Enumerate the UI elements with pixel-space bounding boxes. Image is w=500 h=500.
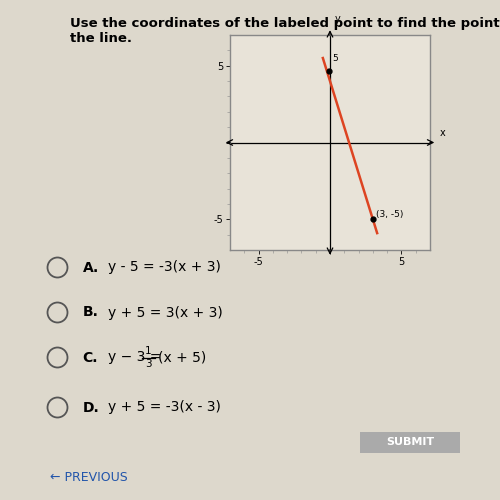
Text: y: y — [334, 14, 340, 24]
Text: 5: 5 — [332, 54, 338, 62]
Text: (3, -5): (3, -5) — [376, 210, 403, 219]
Text: 3: 3 — [145, 359, 152, 369]
Text: x: x — [440, 128, 446, 138]
Text: y + 5 = -3(x - 3): y + 5 = -3(x - 3) — [108, 400, 220, 414]
Text: C.: C. — [82, 350, 98, 364]
Text: A.: A. — [82, 260, 99, 274]
Text: ← PREVIOUS: ← PREVIOUS — [50, 471, 128, 484]
Text: B.: B. — [82, 306, 98, 320]
Text: the line.: the line. — [70, 32, 132, 46]
Text: SUBMIT: SUBMIT — [386, 437, 434, 447]
Text: y - 5 = -3(x + 3): y - 5 = -3(x + 3) — [108, 260, 220, 274]
Text: 1: 1 — [145, 346, 152, 356]
Text: y + 5 = 3(x + 3): y + 5 = 3(x + 3) — [108, 306, 222, 320]
Text: y − 3 =: y − 3 = — [108, 350, 165, 364]
Text: D.: D. — [82, 400, 99, 414]
Text: (x + 5): (x + 5) — [158, 350, 206, 364]
Text: Use the coordinates of the labeled point to find the point-slope equation of: Use the coordinates of the labeled point… — [70, 18, 500, 30]
